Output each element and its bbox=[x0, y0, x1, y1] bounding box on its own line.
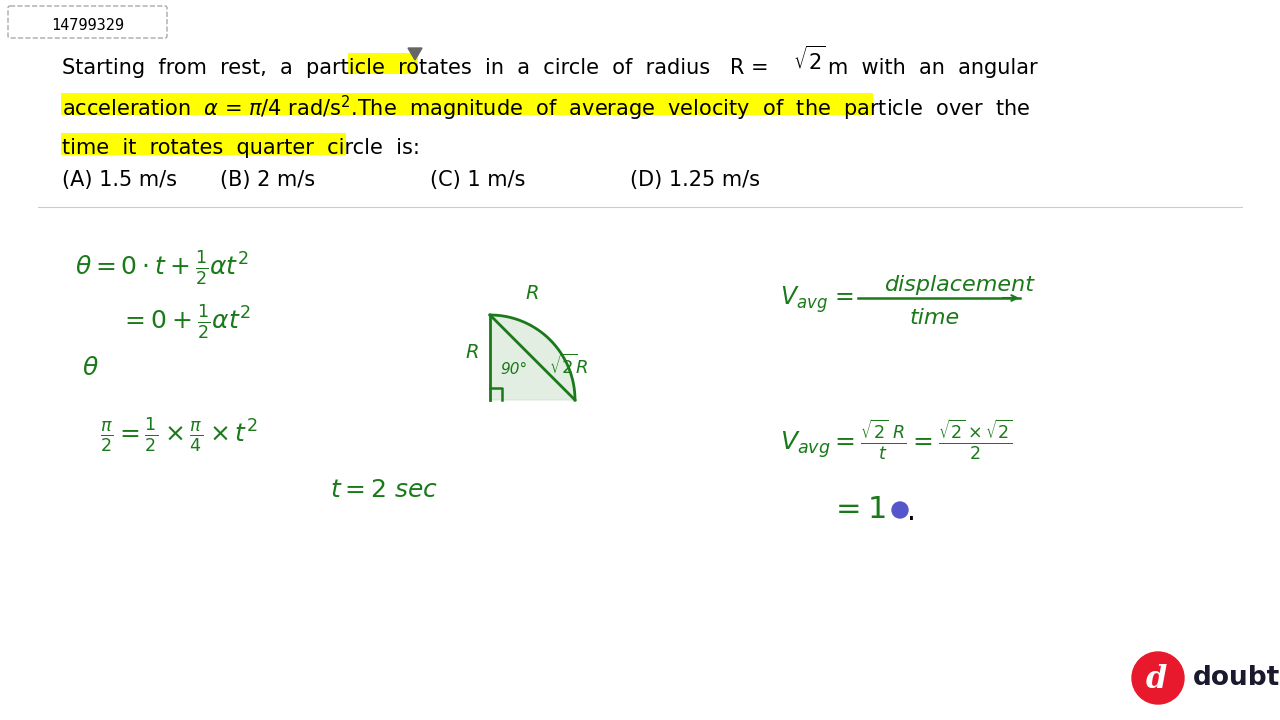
Text: Starting  from  rest,  a  particle  rotates  in  a  circle  of  radius   R =: Starting from rest, a particle rotates i… bbox=[61, 58, 768, 78]
FancyBboxPatch shape bbox=[61, 133, 346, 155]
FancyBboxPatch shape bbox=[61, 93, 873, 115]
Text: $\theta$: $\theta$ bbox=[82, 356, 99, 380]
Text: R: R bbox=[465, 343, 479, 362]
Circle shape bbox=[1132, 652, 1184, 704]
Text: 14799329: 14799329 bbox=[51, 17, 124, 32]
Text: $\sqrt{2}$: $\sqrt{2}$ bbox=[794, 46, 826, 74]
FancyBboxPatch shape bbox=[8, 6, 166, 38]
Text: doubtnut: doubtnut bbox=[1193, 665, 1280, 691]
Text: acceleration  $\alpha$ = $\pi$/4 rad/s$^2$.The  magnitude  of  average  velocity: acceleration $\alpha$ = $\pi$/4 rad/s$^2… bbox=[61, 94, 1030, 122]
Text: $V_{avg} = \frac{\sqrt{2}\ R}{t} = \frac{\sqrt{2} \times \sqrt{2}}{2}$: $V_{avg} = \frac{\sqrt{2}\ R}{t} = \frac… bbox=[780, 418, 1012, 462]
Polygon shape bbox=[490, 315, 575, 400]
Text: $\frac{\pi}{2} = \frac{1}{2} \times \frac{\pi}{4} \times t^2$: $\frac{\pi}{2} = \frac{1}{2} \times \fra… bbox=[100, 416, 257, 454]
Text: $= 1$: $= 1$ bbox=[829, 495, 886, 524]
Text: 90°: 90° bbox=[500, 362, 527, 377]
Circle shape bbox=[892, 502, 908, 518]
Text: $\theta = 0 \cdot t + \frac{1}{2}\alpha t^2$: $\theta = 0 \cdot t + \frac{1}{2}\alpha … bbox=[76, 249, 248, 287]
Text: $V_{avg}$ =: $V_{avg}$ = bbox=[780, 284, 854, 315]
Text: m  with  an  angular: m with an angular bbox=[828, 58, 1038, 78]
Text: time: time bbox=[910, 308, 960, 328]
Text: (B) 2 m/s: (B) 2 m/s bbox=[220, 170, 315, 190]
Text: (C) 1 m/s: (C) 1 m/s bbox=[430, 170, 525, 190]
Text: $t = 2\ sec$: $t = 2\ sec$ bbox=[330, 478, 438, 502]
Text: time  it  rotates  quarter  circle  is:: time it rotates quarter circle is: bbox=[61, 138, 420, 158]
Polygon shape bbox=[408, 48, 422, 60]
Text: R: R bbox=[525, 284, 539, 303]
Text: $\sqrt{2}R$: $\sqrt{2}R$ bbox=[549, 354, 589, 378]
Text: .: . bbox=[908, 498, 916, 526]
Text: displacement: displacement bbox=[884, 275, 1036, 295]
Text: (D) 1.25 m/s: (D) 1.25 m/s bbox=[630, 170, 760, 190]
Text: $= 0 + \frac{1}{2}\alpha t^2$: $= 0 + \frac{1}{2}\alpha t^2$ bbox=[120, 303, 251, 341]
Text: (A) 1.5 m/s: (A) 1.5 m/s bbox=[61, 170, 177, 190]
Text: d: d bbox=[1146, 664, 1166, 695]
FancyBboxPatch shape bbox=[348, 53, 419, 74]
